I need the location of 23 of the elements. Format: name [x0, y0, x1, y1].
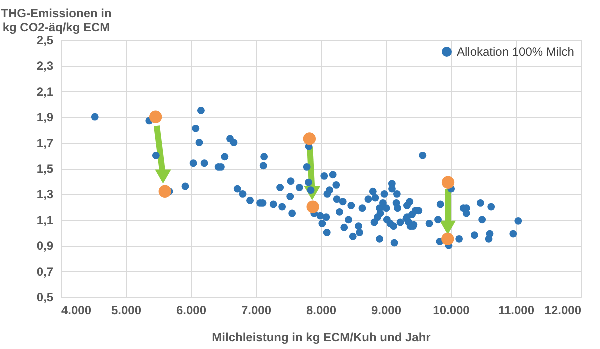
- y-tick-label: 2,3: [36, 59, 54, 74]
- y-tick-label: 1,7: [36, 136, 54, 150]
- y-tick-label: 1,9: [36, 110, 54, 125]
- y-tick-label: 1,3: [36, 188, 54, 202]
- x-tick-label: 9.000: [371, 304, 402, 318]
- y-tick-label: 0,7: [36, 264, 54, 279]
- y-axis-title: THG-Emissionen in kg CO2-äq/kg ECM: [1, 6, 112, 34]
- x-tick-label: 10.000: [433, 304, 470, 318]
- y-tick-label: 0,9: [36, 239, 54, 254]
- legend-label: Allokation 100% Milch: [457, 45, 574, 59]
- y-tick-label: 2,5: [36, 34, 54, 48]
- y-tick-label: 1,1: [36, 213, 54, 228]
- x-tick-label: 7.000: [241, 304, 272, 318]
- x-axis-title: Milchleistung in kg ECM/Kuh und Jahr: [212, 330, 432, 344]
- x-tick-label: 5.000: [111, 304, 142, 318]
- y-tick-label: 0,5: [36, 290, 54, 304]
- y-tick-label: 2,1: [36, 84, 54, 99]
- x-tick-label: 4.000: [62, 304, 92, 318]
- x-tick-label: 8.000: [306, 304, 337, 318]
- x-tick-label: 11.000: [498, 304, 535, 318]
- y-tick-label: 1,5: [36, 162, 54, 176]
- x-tick-label: 12.000: [544, 304, 582, 318]
- x-tick-label: 6.000: [176, 304, 207, 318]
